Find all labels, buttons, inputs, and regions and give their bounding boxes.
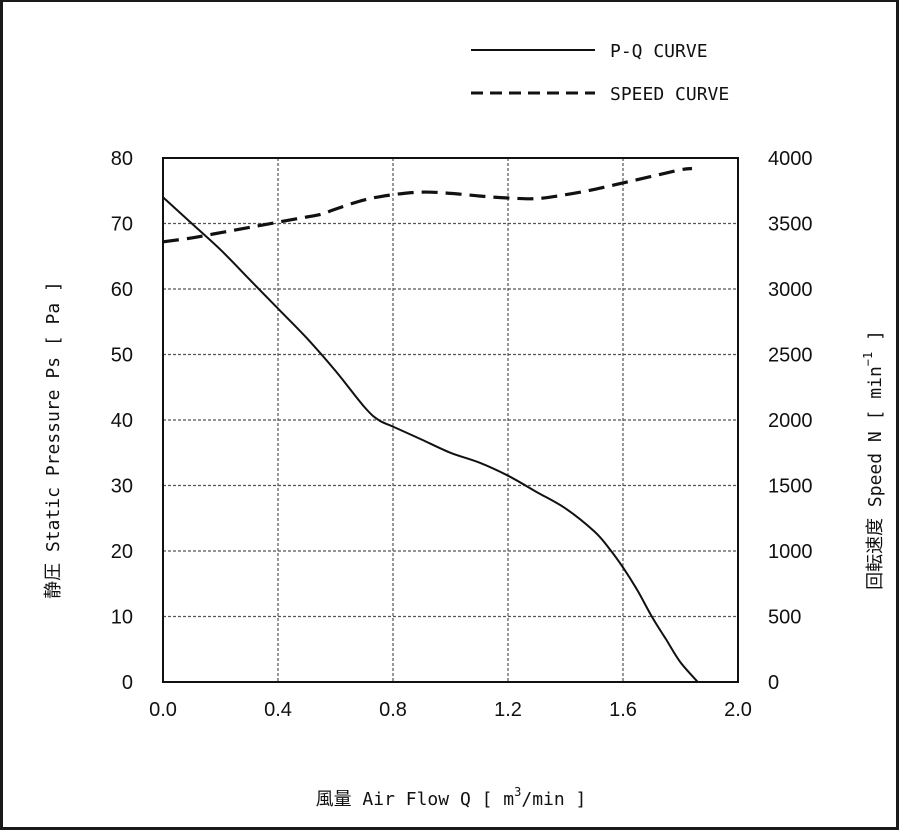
x-tick-label: 0.4 xyxy=(264,699,292,721)
y-right-tick-labels: 0 500 1000 1500 2000 2500 3000 3500 4000 xyxy=(768,148,813,694)
y-left-tick-labels: 0 10 20 30 40 50 60 70 80 xyxy=(111,148,133,694)
x-axis-label-suffix: /min ] xyxy=(521,789,586,810)
y-right-tick-label: 1500 xyxy=(768,476,813,498)
speed-curve-line xyxy=(162,166,693,244)
x-tick-label: 0.0 xyxy=(149,699,177,721)
x-tick-label: 1.2 xyxy=(494,699,522,721)
y-left-tick-label: 50 xyxy=(111,345,133,367)
y-left-tick-label: 20 xyxy=(111,541,133,563)
x-tick-label: 0.8 xyxy=(379,699,407,721)
y-right-tick-label: 1000 xyxy=(768,541,813,563)
y-left-tick-label: 80 xyxy=(111,148,133,170)
legend-label-pq: P-Q CURVE xyxy=(610,41,708,62)
x-tick-label: 1.6 xyxy=(609,699,637,721)
y-left-tick-label: 60 xyxy=(111,279,133,301)
x-axis-label-prefix: 風量 Air Flow Q [ m xyxy=(316,789,515,810)
x-axis-label-superscript: 3 xyxy=(514,785,521,799)
y-right-axis-label-suffix: ] xyxy=(865,330,886,352)
grid xyxy=(163,158,738,682)
y-left-tick-label: 30 xyxy=(111,476,133,498)
y-right-tick-label: 2500 xyxy=(768,345,813,367)
y-right-tick-label: 3000 xyxy=(768,279,813,301)
x-tick-label: 2.0 xyxy=(724,699,752,721)
x-axis-label: 風量 Air Flow Q [ m3/min ] xyxy=(316,785,587,810)
plot-area-border xyxy=(162,157,739,683)
y-right-tick-label: 3500 xyxy=(768,214,813,236)
y-right-axis-label-superscript: −1 xyxy=(861,352,875,366)
y-right-axis-label-prefix: 回転速度 Speed N [ min xyxy=(865,366,886,590)
legend-label-speed: SPEED CURVE xyxy=(610,84,729,105)
y-right-tick-label: 2000 xyxy=(768,410,813,432)
y-left-tick-label: 40 xyxy=(111,410,133,432)
y-left-tick-label: 10 xyxy=(111,607,133,629)
x-tick-labels: 0.0 0.4 0.8 1.2 1.6 2.0 xyxy=(149,699,752,721)
y-left-axis-label: 静圧 Static Pressure Ps [ Pa ] xyxy=(43,281,64,599)
pq-speed-chart: 0.0 0.4 0.8 1.2 1.6 2.0 0 10 20 30 40 50 60 70 80 0 50… xyxy=(43,41,886,810)
y-right-axis-label: 回転速度 Speed N [ min−1 ] xyxy=(861,330,886,590)
y-right-tick-label: 500 xyxy=(768,607,801,629)
y-left-tick-label: 0 xyxy=(122,672,133,694)
y-right-tick-label: 0 xyxy=(768,672,779,694)
series-layer xyxy=(162,166,699,683)
pq-curve-line xyxy=(162,196,699,683)
legend: P-Q CURVE SPEED CURVE xyxy=(471,41,729,105)
y-right-tick-label: 4000 xyxy=(768,148,813,170)
y-left-tick-label: 70 xyxy=(111,214,133,236)
